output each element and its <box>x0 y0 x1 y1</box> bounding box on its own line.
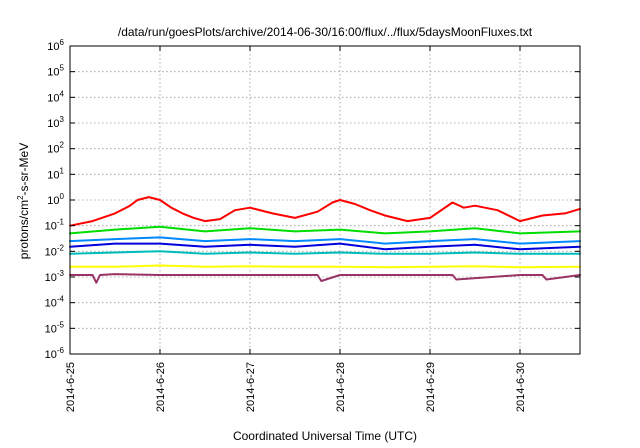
x-tick-label: 2014-6-27 <box>245 362 257 412</box>
y-tick-label: 102 <box>47 141 64 156</box>
series-line-1 <box>69 225 581 235</box>
y-tick-label: 101 <box>47 166 64 181</box>
series-layer <box>69 196 581 284</box>
y-tick-label: 10-2 <box>45 243 65 258</box>
x-axis-label: Coordinated Universal Time (UTC) <box>233 429 417 443</box>
y-tick-label: 103 <box>47 115 64 130</box>
x-tick-label: 2014-6-26 <box>155 362 167 412</box>
y-tick-label: 10-4 <box>45 295 65 310</box>
y-tick-label: 10-1 <box>45 218 65 233</box>
y-tick-label: 10-5 <box>45 320 65 335</box>
x-tick-label: 2014-6-28 <box>335 362 347 412</box>
series-line-5 <box>69 264 581 269</box>
series-line-0 <box>69 196 581 227</box>
y-tick-label: 10-3 <box>45 269 65 284</box>
chart-title: /data/run/goesPlots/archive/2014-06-30/1… <box>118 25 533 39</box>
x-tick-label: 2014-6-25 <box>65 362 77 412</box>
x-axis-ticks: 2014-6-25 2014-6-26 2014-6-27 2014-6-28 2014… <box>65 46 527 412</box>
grid <box>69 46 580 354</box>
x-tick-label: 2014-6-30 <box>515 362 527 412</box>
y-axis-label-rest: -s-sr-MeV <box>17 143 31 196</box>
series-line-6 <box>69 273 581 284</box>
y-axis-label-main: protons/cm <box>17 200 31 259</box>
y-axis-label-sup: 2 <box>16 195 25 200</box>
x-tick-label: 2014-6-29 <box>425 362 437 412</box>
series-line-3 <box>69 242 581 251</box>
y-tick-label: 105 <box>47 64 64 79</box>
y-tick-label: 106 <box>47 38 64 53</box>
y-axis-ticks: 10-6 10-5 10-4 10-3 10-2 10-1 100 101 102 103 104 1… <box>45 38 580 361</box>
y-tick-label: 100 <box>47 192 64 207</box>
y-tick-label: 104 <box>47 89 64 104</box>
y-tick-label: 10-6 <box>45 346 65 361</box>
series-line-2 <box>69 236 581 245</box>
y-axis-label: protons/cm2-s-sr-MeV <box>16 143 31 259</box>
series-line-4 <box>69 250 581 255</box>
